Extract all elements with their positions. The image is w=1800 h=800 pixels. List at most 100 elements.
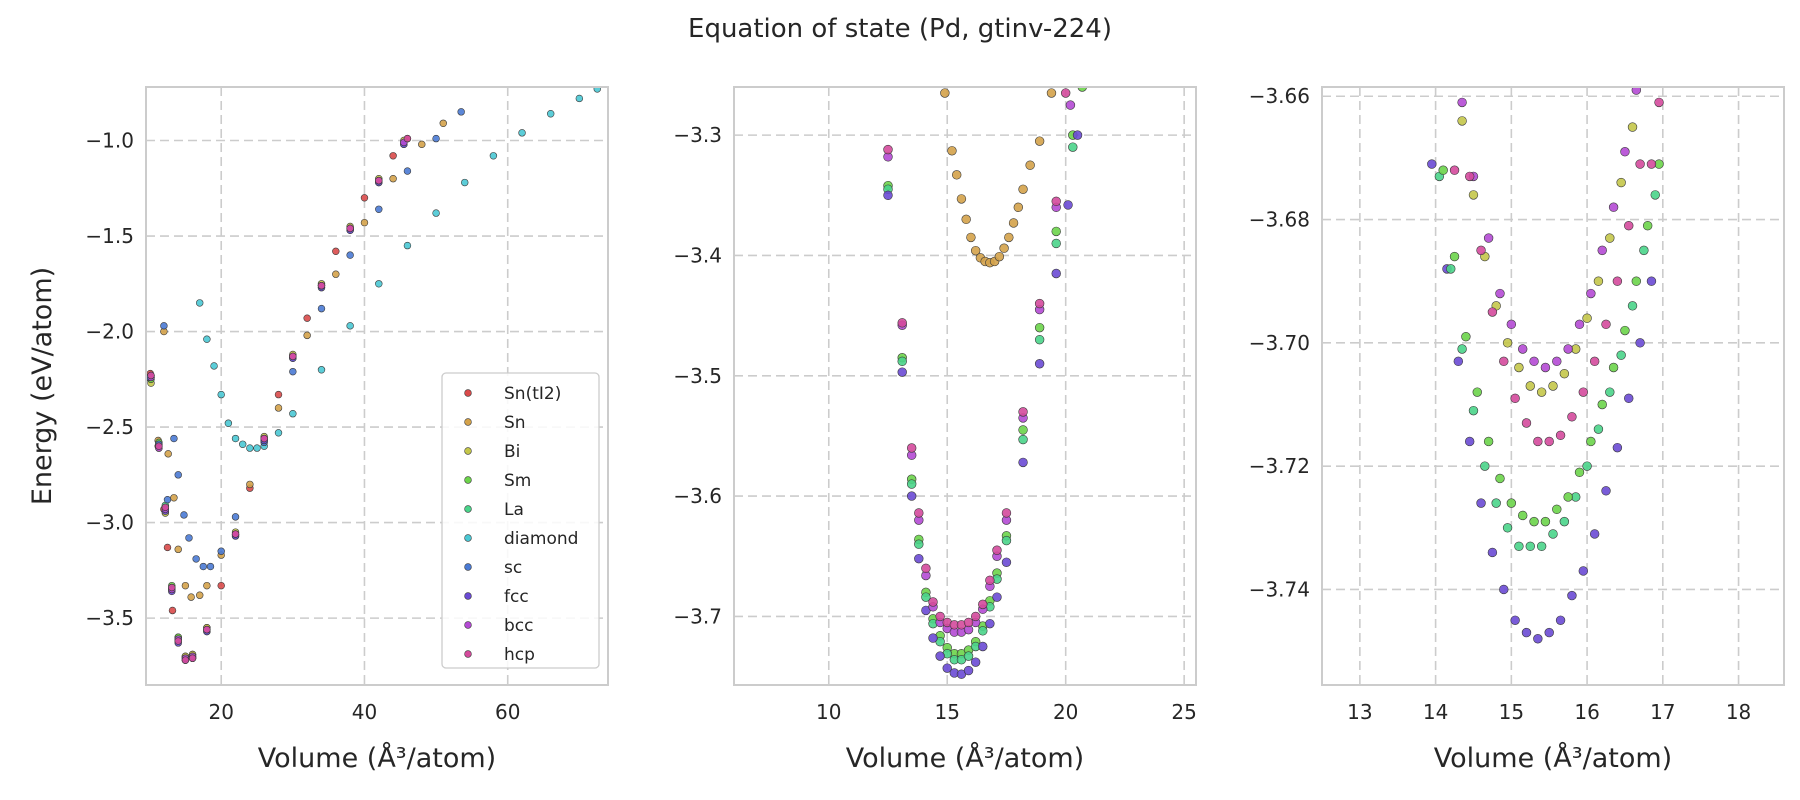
data-point bbox=[346, 322, 354, 330]
data-point bbox=[253, 444, 261, 452]
data-point bbox=[897, 367, 907, 377]
data-point bbox=[170, 494, 178, 502]
data-point bbox=[1483, 436, 1494, 447]
data-point bbox=[1608, 202, 1619, 212]
data-point bbox=[181, 656, 190, 664]
data-point bbox=[978, 599, 988, 610]
data-point bbox=[1646, 159, 1657, 169]
data-point bbox=[1536, 387, 1547, 397]
data-point bbox=[1627, 301, 1638, 311]
plot-area bbox=[146, 87, 601, 664]
data-point bbox=[403, 167, 412, 175]
legend-marker bbox=[464, 418, 472, 426]
data-point bbox=[942, 663, 952, 673]
data-point bbox=[1034, 298, 1045, 309]
data-point bbox=[187, 593, 195, 601]
data-point bbox=[1616, 177, 1626, 188]
data-point bbox=[174, 471, 182, 479]
data-point bbox=[921, 563, 931, 573]
data-point bbox=[928, 633, 938, 643]
data-point bbox=[992, 592, 1002, 602]
data-point bbox=[360, 218, 369, 227]
y-tick-label: −3.74 bbox=[1249, 577, 1310, 601]
y-tick-label: −3.66 bbox=[1249, 84, 1310, 108]
data-point bbox=[188, 654, 197, 662]
data-point bbox=[1544, 627, 1554, 638]
data-point bbox=[1533, 634, 1543, 644]
data-point bbox=[1563, 344, 1573, 354]
data-point bbox=[1510, 615, 1520, 625]
figure-title: Equation of state (Pd, gtinv-224) bbox=[688, 14, 1112, 44]
series-sn bbox=[146, 119, 447, 601]
data-point bbox=[1635, 159, 1645, 169]
x-tick-label: 14 bbox=[1423, 700, 1448, 724]
data-point bbox=[439, 119, 447, 128]
data-point bbox=[1559, 368, 1570, 379]
data-point bbox=[1654, 97, 1664, 108]
legend-label: Sm bbox=[504, 471, 531, 491]
data-point bbox=[1540, 516, 1551, 527]
panel-3: 13 14 15 16 17 18 −3.74 −3.72 −3.70 −3.68 −3.66 Vol… bbox=[1249, 84, 1785, 774]
data-point bbox=[963, 617, 974, 628]
data-point bbox=[1004, 232, 1014, 243]
data-point bbox=[303, 314, 311, 322]
data-point bbox=[1449, 251, 1460, 262]
data-point bbox=[164, 450, 172, 458]
y-tick-label: −1.5 bbox=[85, 224, 134, 248]
data-point bbox=[163, 543, 172, 552]
data-point bbox=[1476, 245, 1486, 256]
data-point bbox=[160, 322, 168, 330]
data-point bbox=[1646, 276, 1657, 286]
data-point bbox=[1077, 87, 1087, 92]
data-point bbox=[1593, 424, 1604, 434]
x-tick-label: 16 bbox=[1574, 700, 1599, 724]
data-point bbox=[375, 205, 383, 213]
data-point bbox=[1018, 434, 1028, 445]
legend: Sn(tI2) Sn Bi Sm La diamond sc fcc bcc hcp bbox=[441, 372, 600, 669]
data-point bbox=[196, 299, 204, 307]
data-point bbox=[1034, 334, 1045, 345]
data-point bbox=[970, 611, 981, 622]
data-point bbox=[1013, 202, 1024, 213]
data-point bbox=[1608, 362, 1619, 373]
data-point bbox=[457, 108, 465, 116]
data-point bbox=[1457, 97, 1467, 108]
legend-marker bbox=[464, 621, 472, 629]
data-point bbox=[1506, 319, 1517, 330]
data-point bbox=[1510, 393, 1520, 404]
data-point bbox=[274, 390, 283, 399]
data-point bbox=[1480, 461, 1490, 471]
data-point bbox=[161, 503, 170, 512]
data-point bbox=[1586, 436, 1596, 447]
legend-label: fcc bbox=[504, 587, 529, 607]
data-point bbox=[1620, 325, 1630, 336]
x-tick-label: 20 bbox=[208, 700, 233, 724]
data-point bbox=[1578, 566, 1589, 576]
data-point bbox=[935, 611, 945, 622]
series-bcc bbox=[883, 100, 1076, 637]
data-point bbox=[1001, 508, 1012, 518]
data-point bbox=[1464, 171, 1475, 182]
data-point bbox=[992, 545, 1002, 555]
x-axis-label: Volume (Å³/atom) bbox=[1434, 742, 1672, 774]
data-point bbox=[332, 270, 340, 278]
data-point bbox=[1624, 221, 1634, 231]
data-point bbox=[1063, 200, 1073, 210]
data-point bbox=[1034, 322, 1045, 333]
data-point bbox=[1468, 190, 1479, 200]
data-point bbox=[906, 479, 917, 489]
legend-marker bbox=[464, 534, 472, 542]
data-point bbox=[940, 88, 950, 98]
data-point bbox=[1567, 590, 1577, 601]
data-point bbox=[403, 241, 412, 250]
y-tick-label: −1.0 bbox=[85, 128, 134, 152]
data-point bbox=[303, 331, 311, 340]
data-point bbox=[289, 410, 297, 418]
data-point bbox=[1018, 425, 1028, 435]
data-point bbox=[185, 534, 193, 542]
data-point bbox=[994, 251, 1005, 262]
data-point bbox=[1065, 100, 1076, 110]
axes-frame bbox=[733, 86, 1197, 686]
data-point bbox=[432, 134, 440, 143]
